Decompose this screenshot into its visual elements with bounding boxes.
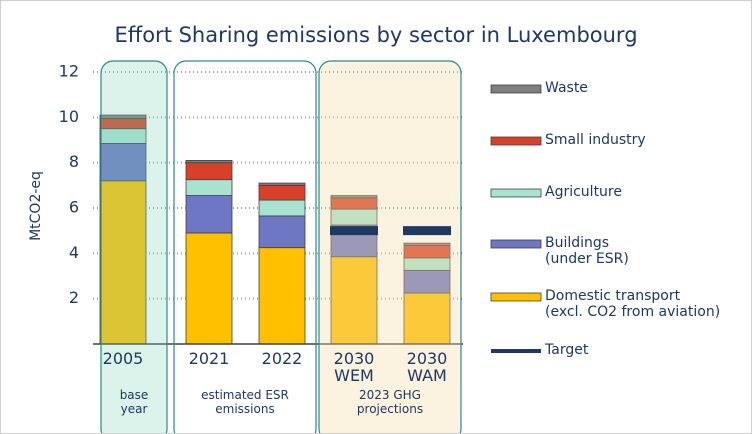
group-label: estimated ESR emissions: [201, 388, 289, 416]
bar-segment: [403, 242, 451, 246]
legend-label: Buildings (under ESR): [545, 235, 629, 268]
y-tick-label: 8: [69, 152, 79, 171]
bar-segment: [99, 114, 147, 119]
legend-swatch: [490, 136, 542, 146]
legend-label: Target: [545, 342, 589, 358]
x-tick-label: 2005: [102, 349, 144, 368]
bar-segment: [185, 162, 233, 181]
y-tick-label: 2: [69, 288, 79, 307]
x-tick-label: 2030 WEM: [333, 349, 375, 385]
legend-swatch: [490, 84, 542, 94]
bar-segment: [403, 292, 451, 345]
bar-segment: [185, 179, 233, 196]
bar-segment: [185, 232, 233, 345]
bar-segment: [258, 247, 306, 345]
y-tick-label: 12: [59, 62, 79, 81]
bar-segment: [330, 195, 378, 199]
legend-swatch: [490, 239, 542, 249]
legend-swatch: [490, 188, 542, 198]
legend-label: Waste: [545, 80, 588, 96]
legend-swatch: [490, 292, 542, 302]
bar-segment: [258, 215, 306, 249]
bar-segment: [258, 182, 306, 186]
y-tick-label: 4: [69, 243, 79, 262]
legend-label: Domestic transport (excl. CO2 from aviat…: [545, 288, 721, 321]
bar-segment: [185, 195, 233, 234]
y-tick-label: 6: [69, 198, 79, 217]
group-box: [100, 60, 168, 433]
group-box: [173, 60, 317, 433]
y-axis-label: MtCO2-eq: [28, 171, 44, 241]
x-tick-label: 2030 WAM: [406, 349, 448, 385]
bar-segment: [185, 159, 233, 164]
legend-label: Agriculture: [545, 184, 622, 200]
x-tick-label: 2021: [188, 349, 230, 368]
legend-label: Small industry: [545, 132, 646, 148]
group-tint: [101, 61, 167, 433]
group-label: base year: [119, 388, 149, 416]
x-tick-label: 2022: [261, 349, 303, 368]
bar-segment: [258, 184, 306, 201]
bar-segment: [258, 199, 306, 217]
chart-title: Effort Sharing emissions by sector in Lu…: [114, 23, 637, 47]
group-box: [318, 60, 462, 433]
y-tick-label: 10: [59, 107, 79, 126]
group-tint: [319, 61, 461, 433]
group-label: 2023 GHG projections: [356, 388, 424, 416]
